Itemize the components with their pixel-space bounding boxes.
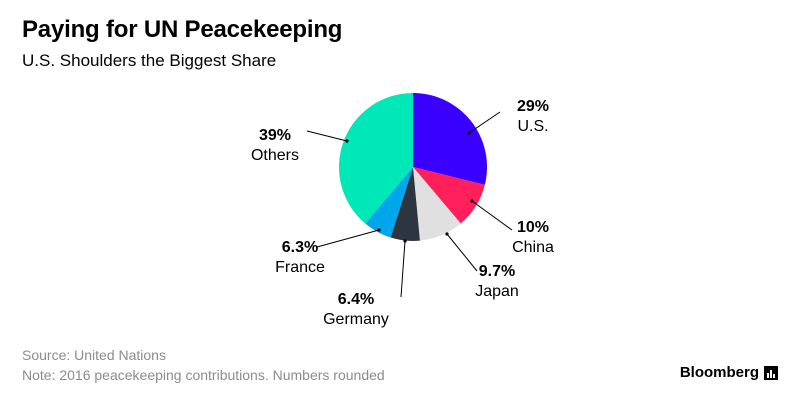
bloomberg-logo: Bloomberg: [680, 364, 778, 381]
chart-subtitle: U.S. Shoulders the Biggest Share: [22, 51, 277, 70]
pie-slice-china: [413, 167, 485, 224]
pie-slice-germany: [390, 167, 420, 241]
slice-name-label: France: [275, 259, 325, 276]
brand-name: Bloomberg: [679, 364, 759, 381]
slice-value-label: 39%: [259, 127, 291, 144]
pie-slice-others: [339, 93, 413, 224]
bloomberg-chart-icon: [764, 365, 778, 380]
slice-value-label: 6.4%: [338, 291, 374, 308]
slice-value-label: 9.7%: [479, 263, 515, 280]
slice-name-label: China: [512, 239, 554, 256]
slice-label-germany: 6.4% Germany: [323, 239, 407, 328]
slice-label-u-s: 29% U.S.: [467, 98, 549, 135]
leader-line: [400, 240, 406, 298]
slice-label-france: 6.3% France: [275, 228, 381, 276]
slice-name-label: U.S.: [517, 118, 548, 135]
slice-label-japan: 9.7% Japan: [445, 232, 519, 300]
slice-label-china: 10% China: [470, 199, 554, 256]
leader-line: [468, 111, 501, 134]
leader-line: [446, 233, 478, 272]
slice-name-label: Others: [251, 147, 299, 164]
footnote: Note: 2016 peacekeeping contributions. N…: [22, 367, 385, 383]
leader-dot: [467, 131, 471, 135]
pie-slice-japan: [413, 167, 461, 241]
leader-line: [316, 229, 380, 248]
slice-value-label: 29%: [517, 98, 549, 115]
slice-value-label: 10%: [517, 219, 549, 236]
slice-name-label: Germany: [323, 311, 389, 328]
leader-line: [471, 200, 513, 231]
leader-dot: [377, 228, 381, 232]
pie-slices: [339, 93, 488, 241]
chart-title: Paying for UN Peacekeeping: [22, 16, 343, 43]
slice-value-label: 6.3%: [282, 239, 318, 256]
leader-dot: [345, 139, 349, 143]
pie-slice-u-s: [413, 93, 488, 185]
source-note: Source: United Nations: [22, 347, 166, 363]
leader-dot: [470, 199, 474, 203]
slice-name-label: Japan: [475, 283, 519, 300]
pie-slice-france: [365, 167, 413, 238]
slice-label-others: 39% Others: [251, 127, 349, 164]
leader-dot: [445, 232, 449, 236]
leader-line: [306, 130, 348, 142]
leader-dot: [403, 239, 407, 243]
